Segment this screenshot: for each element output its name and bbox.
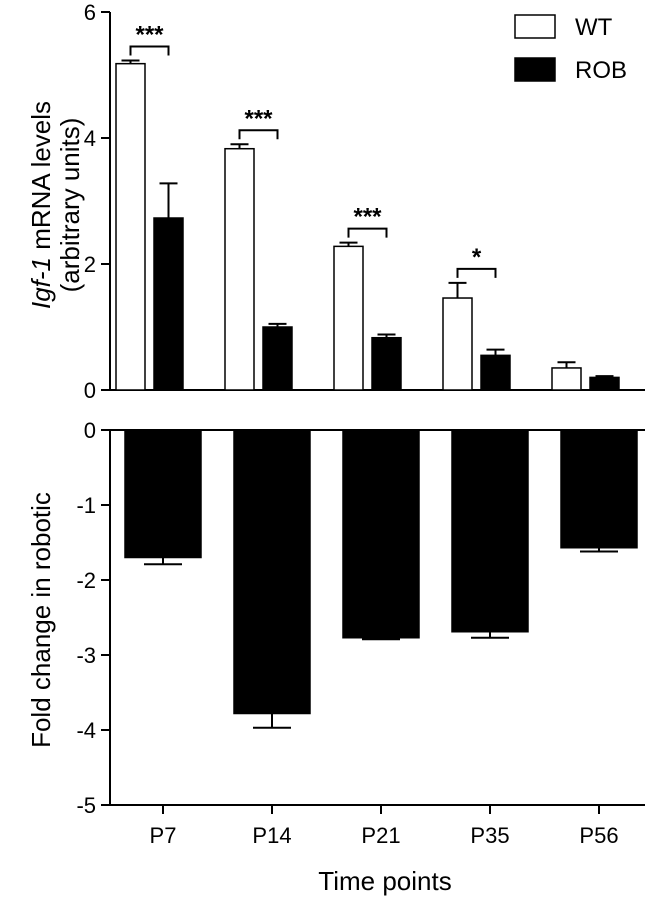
bottom-y-tick-label: 0 (84, 418, 96, 443)
significance-label-P14: *** (244, 105, 273, 132)
bottom-y-tick-label: -1 (76, 493, 96, 518)
legend-label-rob: ROB (575, 57, 627, 84)
top-y-axis-title: Igf-1 mRNA levels (26, 101, 56, 309)
x-tick-label-P56: P56 (579, 823, 618, 848)
bottom-bar-P35 (451, 429, 529, 633)
bottom-bar-P21 (342, 429, 420, 639)
significance-bracket-P7 (129, 45, 170, 56)
x-tick-label-P14: P14 (252, 823, 291, 848)
x-tick-label-P21: P21 (361, 823, 400, 848)
top-bar-ROB-P56 (589, 376, 620, 391)
significance-label-P7: *** (135, 22, 164, 49)
legend-swatch-wt (514, 14, 556, 39)
significance-label-P35: * (472, 244, 482, 271)
top-y-axis-title-line2: (arbitrary units) (55, 118, 85, 293)
x-tick-label-P7: P7 (150, 823, 177, 848)
top-y-tick-label: 2 (84, 252, 96, 277)
bottom-bar-P14 (233, 429, 311, 715)
top-y-axis-title-rest: mRNA levels (26, 101, 56, 257)
top-y-tick-label: 0 (84, 378, 96, 403)
top-bar-WT-P14 (224, 147, 255, 391)
top-y-tick-label: 6 (84, 0, 96, 25)
x-tick-label-P35: P35 (470, 823, 509, 848)
bottom-y-tick-label: -5 (76, 793, 96, 818)
bottom-bar-P7 (124, 429, 202, 559)
top-bar-WT-P21 (333, 245, 364, 391)
top-bar-WT-P7 (115, 62, 146, 391)
top-bar-ROB-P14 (262, 326, 293, 391)
bottom-y-axis-title: Fold change in robotic (26, 492, 56, 748)
significance-bracket-P35 (456, 267, 497, 278)
legend-label-wt: WT (575, 14, 613, 41)
top-bar-ROB-P21 (371, 336, 402, 391)
top-y-axis-title-gene: Igf-1 (26, 257, 56, 309)
x-axis-title: Time points (318, 866, 451, 896)
legend: WT ROB (514, 14, 627, 84)
bottom-panel-fold-change: 0 -1 -2 -3 -4 -5 P7 P14 P21 P35 P56 (76, 418, 645, 848)
top-y-tick-label: 4 (84, 126, 96, 151)
significance-label-P21: *** (353, 204, 382, 231)
top-bar-ROB-P7 (153, 217, 184, 391)
significance-bracket-P21 (347, 227, 388, 238)
significance-bracket-P14 (238, 129, 279, 140)
bottom-y-tick-label: -4 (76, 718, 96, 743)
bottom-bar-P56 (560, 429, 638, 549)
top-bar-WT-P35 (442, 297, 473, 391)
bottom-y-tick-label: -2 (76, 568, 96, 593)
top-bar-ROB-P35 (480, 354, 511, 391)
bottom-y-tick-label: -3 (76, 643, 96, 668)
top-bar-WT-P56 (551, 367, 582, 391)
legend-swatch-rob (514, 57, 556, 82)
